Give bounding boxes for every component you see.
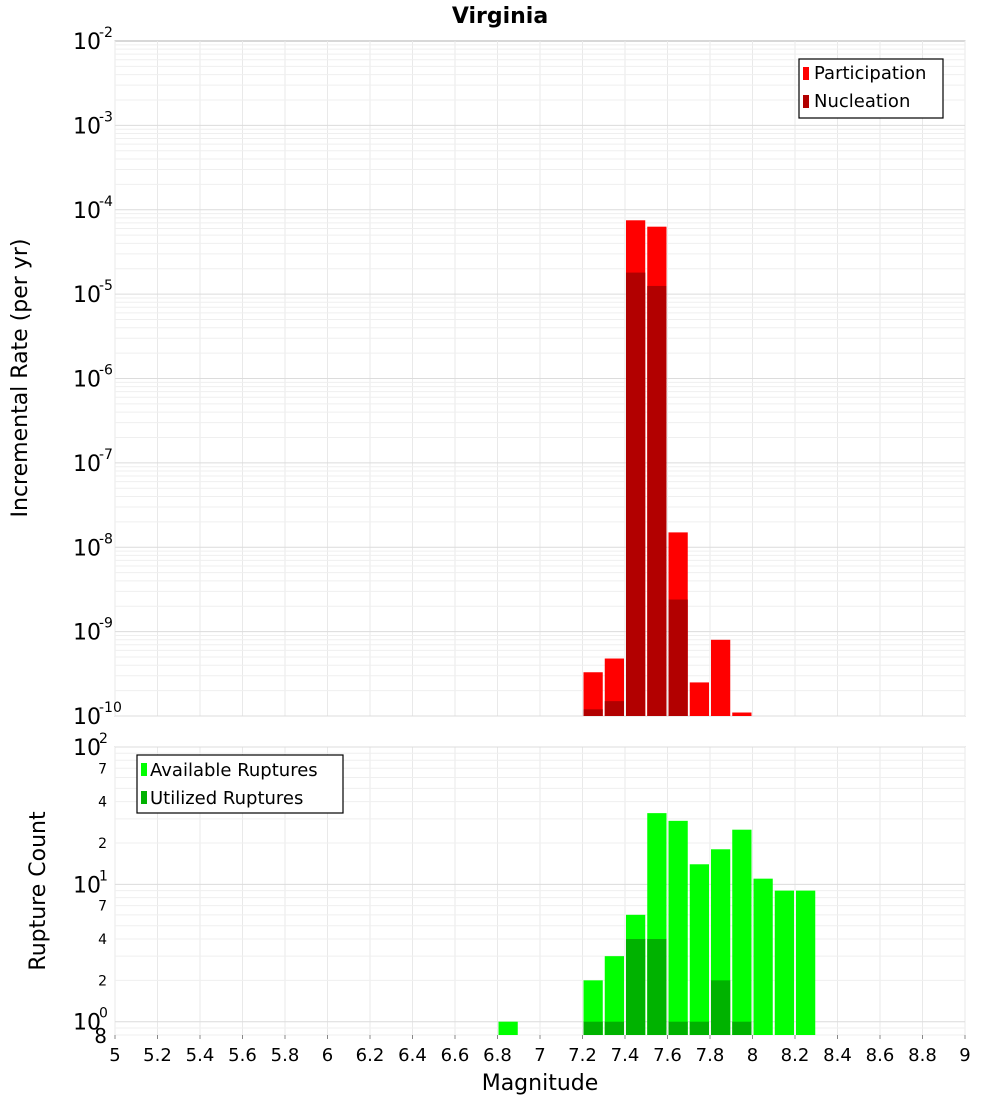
legend-swatch-utilized (141, 791, 147, 804)
bottom-bar-a (689, 864, 709, 1035)
top-y-tick-label: 10 (73, 621, 101, 646)
bottom-y-tick-exponent: 1 (99, 868, 108, 884)
top-bar-b (647, 285, 667, 716)
top-bar-a (711, 639, 731, 716)
top-y-tick-label: 10 (73, 368, 101, 393)
bottom-y-axis-label: Rupture Count (26, 811, 51, 971)
top-bar-a (583, 672, 603, 716)
bottom-y-tick-label: 10 (73, 873, 101, 898)
top-y-tick-exponent: -10 (99, 700, 122, 716)
bottom-bar-a (774, 890, 794, 1035)
x-tick-label: 5 (109, 1045, 120, 1066)
legend-label-nucleation: Nucleation (814, 91, 910, 112)
bottom-bar-b (583, 1021, 603, 1035)
top-y-tick-exponent: -2 (99, 25, 113, 41)
x-tick-label: 8.6 (866, 1045, 895, 1066)
x-tick-label: 8.2 (781, 1045, 810, 1066)
x-tick-label: 7.6 (653, 1045, 682, 1066)
bottom-bar-a (604, 956, 624, 1035)
top-y-tick-exponent: -9 (99, 616, 113, 632)
bottom-y-minor-tick-label: 7 (98, 761, 107, 777)
bottom-bar-b (668, 1021, 688, 1035)
top-y-tick-exponent: -7 (99, 447, 113, 463)
top-y-tick-label: 10 (73, 199, 101, 224)
top-y-tick-exponent: -8 (99, 531, 113, 547)
top-y-tick-label: 10 (73, 536, 101, 561)
bottom-bar-a (583, 980, 603, 1035)
bottom-bar-b (732, 1021, 752, 1035)
top-y-axis-label: Incremental Rate (per yr) (8, 239, 33, 518)
bottom-bar-a (796, 890, 816, 1035)
bottom-bar-a (732, 829, 752, 1035)
bottom-y-minor-tick-label: 4 (98, 932, 107, 948)
x-tick-label: 5.6 (228, 1045, 257, 1066)
x-tick-label: 8.8 (908, 1045, 937, 1066)
bottom-y-minor-tick-label: 8 (94, 1024, 107, 1048)
x-tick-label: 9 (959, 1045, 970, 1066)
top-bar-b (626, 272, 646, 716)
bottom-y-minor-tick-label: 2 (98, 973, 107, 989)
legend-swatch-participation (803, 67, 809, 80)
legend-swatch-available (141, 763, 147, 776)
top-y-tick-label: 10 (73, 452, 101, 477)
x-tick-label: 6.4 (398, 1045, 427, 1066)
x-tick-label: 7.4 (611, 1045, 640, 1066)
top-bar-a (732, 712, 752, 716)
bottom-y-minor-tick-label: 7 (98, 899, 107, 915)
bottom-bar-b (647, 939, 667, 1035)
top-y-tick-exponent: -5 (99, 278, 113, 294)
top-bar-b (668, 599, 688, 716)
x-tick-label: 6.2 (356, 1045, 385, 1066)
chart-title: Virginia (452, 4, 548, 29)
x-tick-label: 5.8 (271, 1045, 300, 1066)
bottom-bar-b (626, 939, 646, 1035)
bottom-y-tick-exponent: 2 (99, 731, 108, 747)
legend-label-utilized: Utilized Ruptures (150, 788, 303, 809)
bottom-bar-a (498, 1021, 518, 1035)
x-tick-label: 5.2 (143, 1045, 172, 1066)
x-tick-label: 7 (534, 1045, 545, 1066)
legend-label-available: Available Ruptures (150, 760, 318, 781)
bottom-bar-a (668, 820, 688, 1035)
legend-label-participation: Participation (814, 63, 926, 84)
bottom-y-tick-exponent: 0 (99, 1006, 108, 1022)
top-y-tick-label: 10 (73, 283, 101, 308)
top-y-tick-exponent: -4 (99, 194, 113, 210)
top-legend: Participation Nucleation (798, 58, 944, 119)
bottom-bar-a (753, 878, 773, 1035)
bottom-bar-b (604, 1021, 624, 1035)
x-tick-label: 8.4 (823, 1045, 852, 1066)
x-tick-label: 6.8 (483, 1045, 512, 1066)
bottom-y-tick-label: 10 (73, 1011, 101, 1036)
top-bar-b (604, 701, 624, 716)
x-tick-label: 5.4 (186, 1045, 215, 1066)
top-y-tick-exponent: -3 (99, 109, 113, 125)
x-tick-label: 6 (322, 1045, 333, 1066)
top-y-tick-label: 10 (73, 705, 101, 730)
x-axis-label: Magnitude (482, 1071, 599, 1096)
bottom-y-minor-tick-label: 4 (98, 795, 107, 811)
top-y-tick-label: 10 (73, 114, 101, 139)
x-tick-label: 8 (747, 1045, 758, 1066)
top-y-tick-exponent: -6 (99, 363, 113, 379)
top-bar-a (689, 682, 709, 716)
bottom-y-tick-label: 10 (73, 736, 101, 761)
top-y-tick-label: 10 (73, 30, 101, 55)
bottom-y-minor-tick-label: 2 (98, 836, 107, 852)
bottom-bar-b (689, 1021, 709, 1035)
bottom-legend: Available Ruptures Utilized Ruptures (136, 754, 344, 814)
x-tick-label: 7.8 (696, 1045, 725, 1066)
bottom-bar-b (711, 980, 731, 1035)
x-tick-label: 7.2 (568, 1045, 597, 1066)
top-bar-b (583, 709, 603, 716)
legend-swatch-nucleation (803, 95, 809, 108)
x-tick-label: 6.6 (441, 1045, 470, 1066)
